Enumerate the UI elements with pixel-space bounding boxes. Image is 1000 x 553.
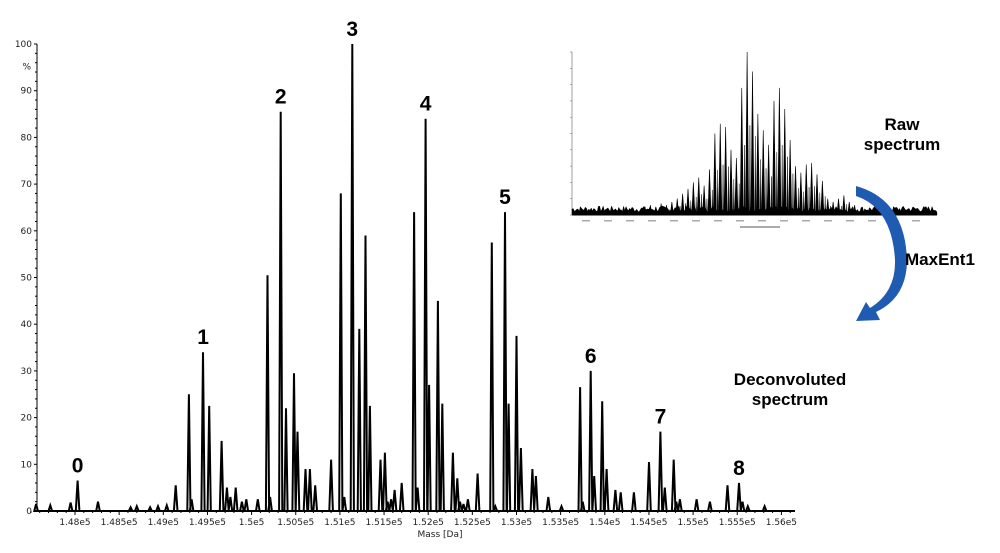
peak-labels: 0 1 2 3 4 5 6 7 8 xyxy=(72,18,745,480)
x-tick-label: 1.54e5 xyxy=(589,518,620,528)
peak-label-0: 0 xyxy=(72,455,84,478)
x-tick-label: 1.505e5 xyxy=(277,518,314,528)
peak-label-8: 8 xyxy=(733,457,745,480)
deconv-label-line1: Deconvoluted xyxy=(733,370,847,389)
x-tick-label: 1.53e5 xyxy=(501,518,532,528)
y-tick-label: 60 xyxy=(21,227,33,237)
y-tick-label: 70 xyxy=(21,180,33,190)
y-axis-label: % xyxy=(22,63,31,73)
x-axis: 1.48e5 1.485e5 1.49e5 1.495e5 1.5e5 1.505e5 1.… xyxy=(30,510,797,540)
deconv-label-line2: spectrum xyxy=(751,390,829,409)
raw-label-line1: Raw xyxy=(884,115,920,134)
x-tick-label: 1.51e5 xyxy=(324,518,355,528)
x-tick-label: 1.545e5 xyxy=(630,518,667,528)
x-tick-label: 1.5e5 xyxy=(239,518,265,528)
x-tick-label: 1.495e5 xyxy=(189,518,226,528)
raw-spectrum-label: Raw spectrum xyxy=(862,115,942,155)
y-axis: 0 10 20 30 40 50 60 70 80 90 100% xyxy=(15,40,38,517)
y-tick-label: 20 xyxy=(21,414,33,424)
y-tick-label: 0 xyxy=(26,507,32,517)
x-tick-label: 1.56e5 xyxy=(766,518,797,528)
y-tick-label: 90 xyxy=(21,87,33,97)
x-tick-label: 1.52e5 xyxy=(413,518,444,528)
x-tick-label: 1.525e5 xyxy=(454,518,491,528)
deconvoluted-spectrum-trace xyxy=(33,43,795,512)
y-tick-label: 30 xyxy=(21,367,33,377)
peak-label-7: 7 xyxy=(655,406,667,429)
x-tick-label: 1.48e5 xyxy=(59,518,90,528)
y-tick-label: 100 xyxy=(15,40,32,50)
x-tick-label: 1.535e5 xyxy=(542,518,579,528)
peak-label-2: 2 xyxy=(275,86,287,109)
x-axis-label: Mass [Da] xyxy=(418,530,463,540)
x-tick-label: 1.55e5 xyxy=(677,518,708,528)
y-tick-label: 10 xyxy=(21,460,33,470)
y-tick-label: 80 xyxy=(21,133,33,143)
y-tick-label: 40 xyxy=(21,320,33,330)
x-tick-label: 1.485e5 xyxy=(101,518,138,528)
deconvoluted-spectrum-label: Deconvoluted spectrum xyxy=(715,370,865,410)
y-tick-label: 50 xyxy=(21,274,33,284)
peak-label-4: 4 xyxy=(420,93,432,116)
peak-label-6: 6 xyxy=(585,345,597,368)
peak-label-3: 3 xyxy=(346,18,358,41)
x-tick-label: 1.49e5 xyxy=(148,518,179,528)
x-tick-label: 1.515e5 xyxy=(366,518,403,528)
maxent-label: MaxEnt1 xyxy=(905,250,975,269)
peak-label-1: 1 xyxy=(197,326,209,349)
peak-label-5: 5 xyxy=(499,186,511,209)
maxent-arrow-icon xyxy=(856,186,907,321)
raw-label-line2: spectrum xyxy=(863,135,941,154)
raw-spectrum-inset xyxy=(570,51,938,228)
x-tick-label: 1.555e5 xyxy=(719,518,756,528)
